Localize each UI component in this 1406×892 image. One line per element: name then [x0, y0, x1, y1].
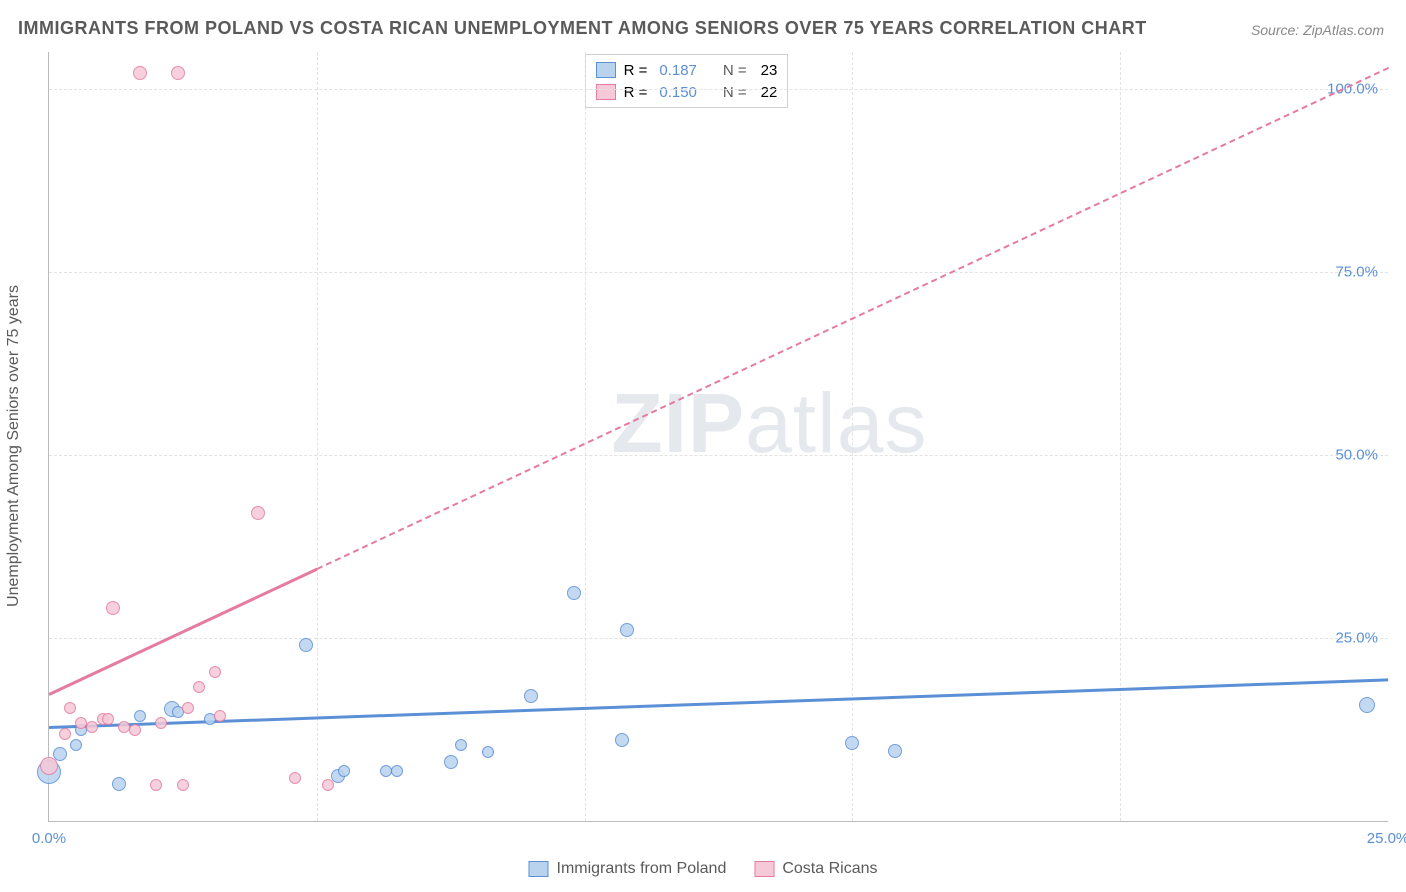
data-point	[338, 765, 350, 777]
gridline-h	[49, 638, 1388, 639]
data-point	[40, 757, 58, 775]
data-point	[177, 779, 189, 791]
series-legend: Immigrants from Poland Costa Ricans	[529, 860, 878, 878]
data-point	[1359, 697, 1375, 713]
legend-label: Costa Ricans	[782, 860, 877, 878]
data-point	[182, 702, 194, 714]
n-value: 23	[761, 62, 778, 79]
watermark: ZIPatlas	[611, 375, 927, 472]
legend-swatch	[529, 861, 549, 877]
data-point	[155, 717, 167, 729]
data-point	[391, 765, 403, 777]
legend-stat-row: R = 0.187 N = 23	[596, 59, 778, 81]
trend-line	[49, 678, 1388, 729]
gridline-h	[49, 89, 1388, 90]
gridline-v	[852, 52, 853, 821]
data-point	[112, 777, 126, 791]
legend-item: Immigrants from Poland	[529, 860, 727, 878]
data-point	[59, 728, 71, 740]
data-point	[322, 779, 334, 791]
data-point	[455, 739, 467, 751]
r-label: R =	[624, 62, 648, 79]
data-point	[251, 506, 265, 520]
data-point	[888, 744, 902, 758]
data-point	[150, 779, 162, 791]
gridline-h	[49, 272, 1388, 273]
legend-swatch	[596, 62, 616, 78]
legend-swatch	[754, 861, 774, 877]
data-point	[133, 66, 147, 80]
gridline-v	[317, 52, 318, 821]
legend-stat-row: R = 0.150 N = 22	[596, 81, 778, 103]
data-point	[193, 681, 205, 693]
data-point	[106, 601, 120, 615]
r-value: 0.187	[659, 62, 697, 79]
data-point	[567, 586, 581, 600]
plot-area: ZIPatlas R = 0.187 N = 23 R = 0.150 N = 22 25.0…	[48, 52, 1388, 822]
n-label: N =	[723, 62, 747, 79]
r-label: R =	[624, 84, 648, 101]
source-label: Source: ZipAtlas.com	[1251, 22, 1384, 38]
data-point	[209, 666, 221, 678]
x-tick-label: 0.0%	[32, 830, 66, 847]
y-tick-label: 75.0%	[1335, 263, 1378, 280]
data-point	[615, 733, 629, 747]
data-point	[70, 739, 82, 751]
data-point	[845, 736, 859, 750]
y-tick-label: 50.0%	[1335, 446, 1378, 463]
gridline-h	[49, 455, 1388, 456]
chart-title: IMMIGRANTS FROM POLAND VS COSTA RICAN UN…	[18, 18, 1147, 39]
data-point	[86, 721, 98, 733]
watermark-atlas: atlas	[745, 376, 927, 470]
data-point	[299, 638, 313, 652]
y-tick-label: 25.0%	[1335, 629, 1378, 646]
gridline-v	[585, 52, 586, 821]
data-point	[102, 713, 114, 725]
x-tick-label: 25.0%	[1367, 830, 1406, 847]
legend-swatch	[596, 84, 616, 100]
data-point	[134, 710, 146, 722]
data-point	[214, 710, 226, 722]
y-axis-label: Unemployment Among Seniors over 75 years	[5, 285, 23, 607]
data-point	[524, 689, 538, 703]
n-value: 22	[761, 84, 778, 101]
data-point	[482, 746, 494, 758]
data-point	[620, 623, 634, 637]
legend-item: Costa Ricans	[754, 860, 877, 878]
gridline-v	[1120, 52, 1121, 821]
legend-label: Immigrants from Poland	[557, 860, 727, 878]
data-point	[64, 702, 76, 714]
data-point	[129, 724, 141, 736]
r-value: 0.150	[659, 84, 697, 101]
data-point	[444, 755, 458, 769]
correlation-legend: R = 0.187 N = 23 R = 0.150 N = 22	[585, 54, 789, 108]
data-point	[171, 66, 185, 80]
n-label: N =	[723, 84, 747, 101]
data-point	[289, 772, 301, 784]
trend-line	[48, 568, 317, 696]
